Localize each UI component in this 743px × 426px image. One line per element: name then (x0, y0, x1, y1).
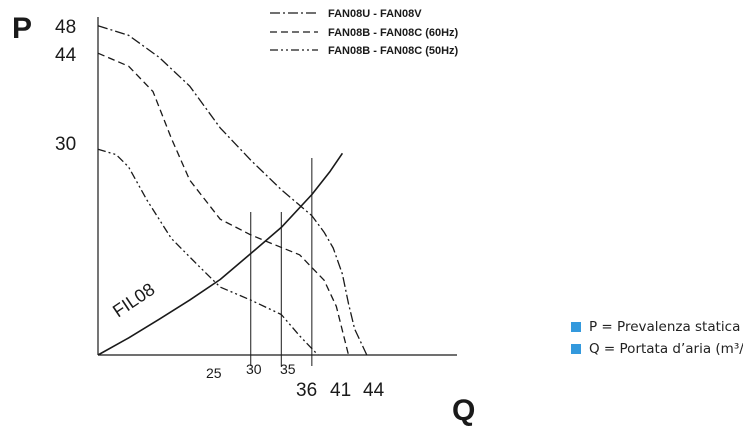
note-text: P = Prevalenza statica (Pa) (589, 319, 743, 335)
notes: P = Prevalenza statica (Pa) Q = Portata … (571, 316, 743, 360)
x-tick-label: 44 (363, 380, 385, 401)
legend: FAN08U - FAN08V FAN08B - FAN08C (60Hz) F… (270, 8, 459, 57)
fil08-curve-label: FIL08 (109, 279, 158, 321)
x-tick-label: 36 (296, 380, 317, 401)
square-bullet-icon (571, 344, 581, 354)
note-item: Q = Portata d’aria (m³/h) (571, 338, 743, 360)
reference-lines (250, 158, 313, 366)
legend-entry: FAN08B - FAN08C (60Hz) (328, 27, 459, 39)
y-tick-label: 48 (55, 17, 76, 38)
series-line (97, 152, 344, 356)
series-line (97, 52, 350, 356)
x-tick-label: 35 (280, 361, 296, 377)
x-tick-label: 30 (246, 361, 262, 377)
y-tick-label: 30 (55, 134, 76, 155)
square-bullet-icon (571, 322, 581, 332)
y-axis-label: P (12, 12, 32, 45)
x-axis-label: Q (452, 394, 475, 426)
note-text: Q = Portata d’aria (m³/h) (589, 341, 743, 357)
note-item: P = Prevalenza statica (Pa) (571, 316, 743, 338)
series-group (97, 25, 368, 356)
legend-entry: FAN08B - FAN08C (50Hz) (328, 45, 459, 57)
legend-entry: FAN08U - FAN08V (328, 8, 422, 20)
series-line (97, 148, 319, 356)
series-line (97, 25, 368, 356)
x-tick-label: 41 (330, 380, 351, 401)
x-tick-label: 25 (206, 365, 222, 381)
y-tick-label: 44 (55, 45, 77, 66)
